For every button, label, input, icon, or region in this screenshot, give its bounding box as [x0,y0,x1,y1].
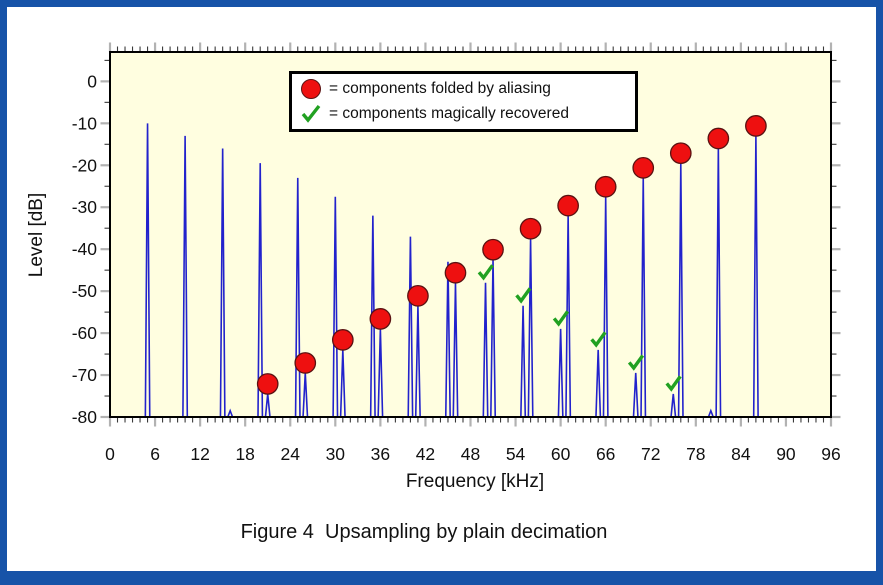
x-tick-label: 48 [461,444,480,464]
aliased-component-dot [707,127,730,150]
plot-frame [109,51,832,418]
recovered-component-check [665,375,682,392]
spectral-spike [520,305,527,417]
x-tick-label: 72 [641,444,660,464]
aliased-component-dot [256,373,279,395]
y-tick-label: -50 [72,281,98,301]
y-tick-label: -40 [72,239,98,259]
spectral-spike [557,328,564,417]
aliased-component-dot [369,308,392,330]
spectral-spike [182,135,189,417]
x-tick-label: 78 [686,444,705,464]
y-tick-label: -60 [72,323,98,343]
y-tick-label: -10 [72,113,98,133]
spectral-spike [219,148,226,417]
spectral-spike [227,408,234,417]
spectral-spike [369,215,376,417]
legend-box: = components folded by aliasing = compon… [289,71,638,132]
x-tick-label: 90 [776,444,796,464]
spectral-spike [144,123,151,417]
y-tick-label: -80 [72,407,98,427]
aliased-component-dot [444,261,467,284]
y-tick-label: -20 [72,155,98,175]
aliased-component-dot [594,175,617,198]
recovered-component-check [515,287,532,304]
spectral-spike [444,261,451,417]
x-tick-label: 0 [105,444,115,464]
spectral-spike [707,408,714,417]
spectral-spike [595,349,602,417]
aliased-component-dot [294,352,317,374]
x-tick-label: 54 [506,444,526,464]
x-tick-label: 36 [371,444,390,464]
spectral-spike [257,163,264,417]
legend-folded-label: = components folded by aliasing [329,79,551,97]
y-tick-label: -30 [72,197,98,217]
recovered-component-check [627,354,645,371]
x-tick-label: 84 [731,444,751,464]
red-dot-icon [298,78,324,99]
x-tick-label: 30 [326,444,346,464]
y-axis-title: Level [dB] [26,192,47,278]
x-tick-label: 42 [416,444,435,464]
aliased-component-dot [632,157,655,179]
aliased-component-dot [745,115,767,137]
x-tick-label: 24 [281,444,301,464]
x-tick-label: 18 [235,444,254,464]
spectral-spike [482,282,489,417]
legend-row-folded: = components folded by aliasing [298,76,635,102]
green-check-icon [298,104,324,124]
y-tick-label: 0 [87,71,97,91]
aliased-component-dot [482,238,504,261]
x-tick-label: 12 [190,444,209,464]
spectral-spike [294,177,301,417]
spectral-spike [407,236,414,417]
x-tick-label: 6 [150,444,160,464]
spectral-spike [670,393,677,417]
legend-row-recovered: = components magically recovered [298,102,635,128]
y-tick-label: -70 [72,365,98,385]
recovered-component-check [552,310,570,327]
figure-caption: Figure 4 Upsampling by plain decimation [240,521,608,543]
aliased-component-dot [519,217,542,240]
x-tick-label: 60 [551,444,571,464]
spectral-spike [632,372,639,417]
aliased-component-dot [669,142,692,165]
aliased-component-dot [407,284,429,307]
figure-background: 0 6 12 18 24 30 36 42 48 54 60 66 72 78 84 90 96 0 -10 -20 -… [7,7,876,571]
aliased-component-dot [331,329,354,351]
x-tick-label: 96 [821,444,840,464]
recovered-component-check [590,331,607,348]
aliased-component-dot [557,194,579,217]
x-axis-title: Frequency [kHz] [405,471,545,492]
recovered-component-check [477,264,494,281]
x-tick-label: 66 [596,444,615,464]
legend-recovered-label: = components magically recovered [329,105,569,123]
